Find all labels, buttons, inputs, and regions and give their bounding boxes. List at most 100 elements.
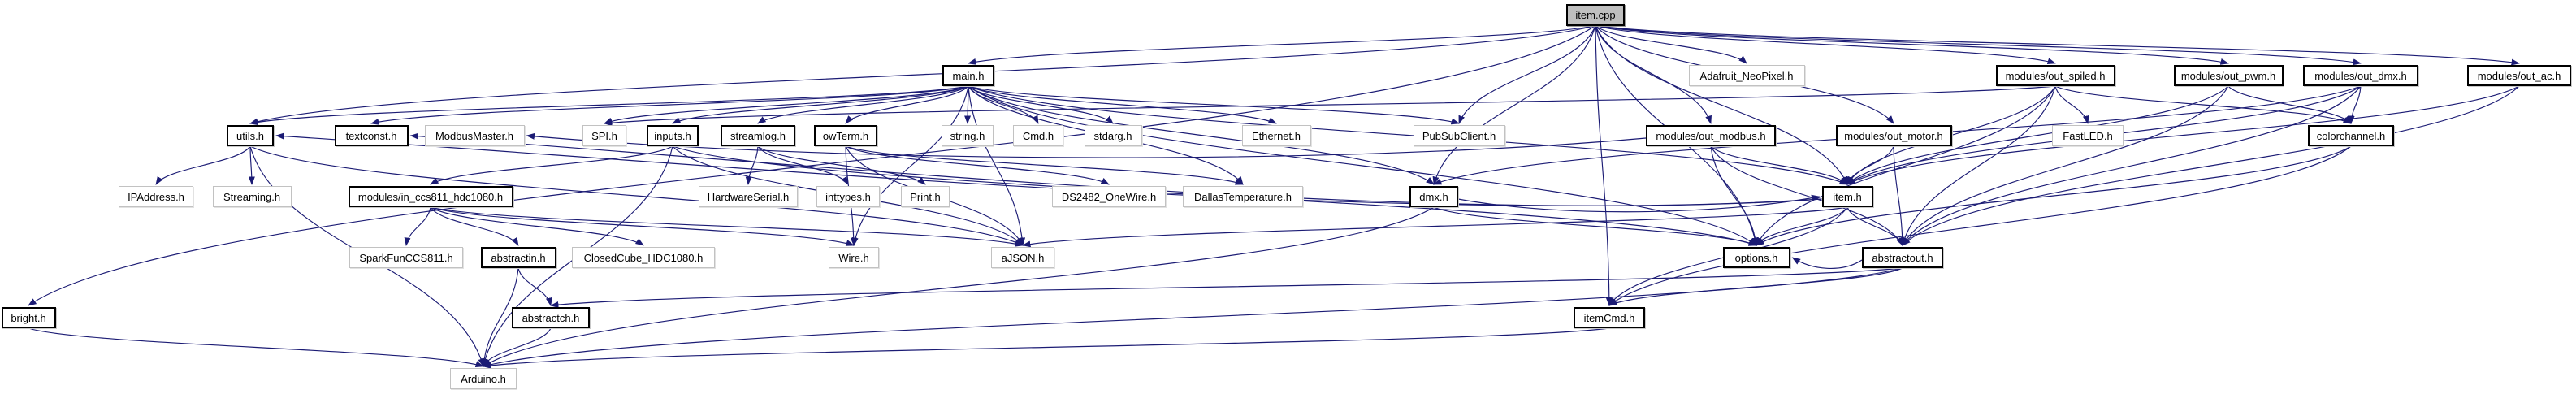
- edge-out-pwm-h-to-colorchannel-h: [2227, 85, 2352, 124]
- edge-item-cpp-to-adafruit-neopixel-h: [1595, 25, 1747, 64]
- graph-node-abstractout-h[interactable]: abstractout.h: [1862, 247, 1943, 268]
- edge-out-spiled-h-to-fastled-h: [2054, 85, 2089, 124]
- graph-node-bright-h[interactable]: bright.h: [1, 307, 56, 328]
- edge-main-h-to-spi-h: [604, 85, 969, 124]
- graph-node-dmx-h[interactable]: dmx.h: [1409, 186, 1458, 207]
- edge-out-modbus-h-to-options-h: [1710, 145, 1759, 246]
- edge-main-h-to-textconst-h: [370, 85, 969, 125]
- edge-main-h-to-inputs-h: [672, 85, 969, 124]
- graph-node-ajson-h[interactable]: aJSON.h: [991, 247, 1054, 268]
- edge-streamlog-h-to-print-h: [757, 145, 926, 185]
- edge-in-ccs811-hdc1080-h-to-abstractin-h: [430, 206, 519, 246]
- graph-node-pubsubclient-h[interactable]: PubSubClient.h: [1413, 125, 1505, 146]
- graph-node-fastled-h[interactable]: FastLED.h: [2052, 125, 2124, 146]
- graph-node-streaming-h[interactable]: Streaming.h: [212, 186, 292, 207]
- edge-owterm-h-to-ds2482-onewire-h: [845, 145, 1110, 185]
- edge-main-h-to-ethernet-h: [968, 85, 1277, 124]
- edge-out-pwm-h-to-item-h: [1846, 85, 2229, 185]
- edge-out-motor-h-to-abstractout-h: [1893, 145, 1906, 246]
- edge-in-ccs811-hdc1080-h-to-ajson-h: [430, 206, 1024, 247]
- edge-item-cpp-to-dmx-h: [1432, 25, 1596, 185]
- graph-node-utils-h[interactable]: utils.h: [227, 125, 274, 146]
- edge-item-h-to-ajson-h: [1022, 206, 1848, 248]
- edge-abstractout-h-to-arduino-h: [483, 267, 1903, 368]
- edge-colorchannel-h-to-options-h: [1756, 145, 2352, 246]
- graph-node-out-ac-h[interactable]: modules/out_ac.h: [2467, 65, 2571, 86]
- graph-node-ds2482-onewire-h[interactable]: DS2482_OneWire.h: [1052, 186, 1166, 207]
- edge-main-h-to-dmx-h: [968, 85, 1435, 185]
- edge-utils-h-to-ajson-h: [249, 145, 1024, 246]
- graph-node-item-h[interactable]: item.h: [1821, 186, 1873, 207]
- edge-main-h-to-utils-h: [249, 85, 969, 126]
- graph-node-hardwareserial-h[interactable]: HardwareSerial.h: [699, 186, 798, 207]
- edge-colorchannel-h-to-itemcmd-h: [1608, 145, 2352, 306]
- graph-node-spi-h[interactable]: SPI.h: [582, 125, 626, 146]
- graph-node-colorchannel-h[interactable]: colorchannel.h: [2308, 125, 2394, 146]
- edge-out-dmx-h-to-abstractout-h: [1902, 85, 2362, 246]
- graph-node-stdarg-h[interactable]: stdarg.h: [1084, 125, 1142, 146]
- edge-abstractout-h-to-options-h: [1791, 257, 1863, 269]
- graph-node-dallastemperature-h[interactable]: DallasTemperature.h: [1183, 186, 1303, 207]
- graph-node-cmd-h[interactable]: Cmd.h: [1013, 125, 1063, 146]
- edge-main-h-to-item-h: [968, 85, 1848, 185]
- graph-node-abstractch-h[interactable]: abstractch.h: [512, 307, 590, 328]
- graph-node-abstractin-h[interactable]: abstractin.h: [480, 247, 556, 268]
- graph-node-adafruit-neopixel-h[interactable]: Adafruit_NeoPixel.h: [1688, 65, 1805, 86]
- graph-node-out-modbus-h[interactable]: modules/out_modbus.h: [1646, 125, 1776, 146]
- graph-node-arduino-h[interactable]: Arduino.h: [450, 368, 517, 389]
- edge-utils-h-to-streaming-h: [248, 145, 255, 185]
- edge-abstractin-h-to-arduino-h: [480, 267, 519, 367]
- edge-abstractin-h-to-abstractch-h: [517, 267, 552, 306]
- graph-node-wire-h[interactable]: Wire.h: [829, 247, 879, 268]
- edge-item-cpp-to-pubsubclient-h: [1458, 25, 1596, 124]
- edge-out-spiled-h-to-abstractout-h: [1901, 85, 2056, 246]
- edge-item-cpp-to-utils-h: [249, 24, 1596, 125]
- graph-node-out-spiled-h[interactable]: modules/out_spiled.h: [1995, 65, 2115, 86]
- edge-out-pwm-h-to-abstractout-h: [1902, 85, 2229, 246]
- graph-node-textconst-h[interactable]: textconst.h: [334, 125, 409, 146]
- graph-node-itemcmd-h[interactable]: itemCmd.h: [1574, 307, 1645, 328]
- edge-out-modbus-h-to-item-h: [1710, 145, 1848, 185]
- edge-main-h-to-options-h: [968, 85, 1757, 246]
- edge-dmx-h-to-options-h: [1433, 206, 1757, 246]
- graph-node-inttypes-h[interactable]: inttypes.h: [816, 186, 880, 207]
- graph-node-string-h[interactable]: string.h: [942, 125, 994, 146]
- graph-node-sparkfunccs811-h[interactable]: SparkFunCCS811.h: [349, 247, 463, 268]
- edge-out-modbus-h-to-modbusmaster-h: [526, 132, 1647, 158]
- edge-main-h-to-stdarg-h: [968, 85, 1114, 124]
- edge-inputs-h-to-in-ccs811-hdc1080-h: [430, 145, 673, 185]
- edge-item-cpp-to-bright-h: [28, 25, 1596, 306]
- graph-node-out-dmx-h[interactable]: modules/out_dmx.h: [2303, 65, 2418, 86]
- edge-bright-h-to-arduino-h: [28, 327, 484, 367]
- graph-node-print-h[interactable]: Print.h: [901, 186, 950, 207]
- edge-item-cpp-to-out-pwm-h: [1595, 24, 2229, 65]
- edge-in-ccs811-hdc1080-h-to-wire-h: [430, 206, 855, 246]
- edge-out-ac-h-to-abstractout-h: [1902, 85, 2520, 246]
- edge-out-dmx-h-to-colorchannel-h: [2348, 85, 2362, 124]
- edge-item-cpp-to-itemcmd-h: [1595, 25, 1613, 306]
- graph-node-owterm-h[interactable]: owTerm.h: [814, 125, 877, 146]
- edge-dmx-h-to-item-h: [1457, 194, 1821, 213]
- graph-node-out-motor-h[interactable]: modules/out_motor.h: [1835, 125, 1952, 146]
- graph-node-modbusmaster-h[interactable]: ModbusMaster.h: [424, 125, 525, 146]
- graph-node-ethernet-h[interactable]: Ethernet.h: [1241, 125, 1311, 146]
- graph-node-out-pwm-h[interactable]: modules/out_pwm.h: [2173, 65, 2284, 86]
- edge-main-h-to-streamlog-h: [757, 85, 969, 124]
- edge-item-cpp-to-out-dmx-h: [1595, 24, 2362, 66]
- edge-owterm-h-to-dallastemperature-h: [845, 145, 1244, 185]
- graph-node-closedcube-hdc1080-h[interactable]: ClosedCube_HDC1080.h: [572, 247, 715, 268]
- graph-node-inputs-h[interactable]: inputs.h: [647, 125, 699, 146]
- edge-main-h-to-owterm-h: [845, 85, 969, 124]
- edge-item-h-to-options-h: [1756, 206, 1848, 246]
- graph-node-options-h[interactable]: options.h: [1722, 247, 1790, 268]
- graph-node-streamlog-h[interactable]: streamlog.h: [721, 125, 795, 146]
- graph-node-ipaddress-h[interactable]: IPAddress.h: [119, 186, 193, 207]
- edge-utils-h-to-ipaddress-h: [155, 145, 251, 185]
- edge-out-spiled-h-to-colorchannel-h: [2054, 85, 2352, 124]
- edge-itemcmd-h-to-arduino-h: [483, 327, 1610, 369]
- graph-node-main-h[interactable]: main.h: [942, 65, 994, 86]
- graph-node-in-ccs811-hdc1080-h[interactable]: modules/in_ccs811_hdc1080.h: [348, 186, 513, 207]
- graph-node-item-cpp[interactable]: item.cpp: [1566, 3, 1625, 26]
- edge-item-cpp-to-main-h: [968, 24, 1596, 65]
